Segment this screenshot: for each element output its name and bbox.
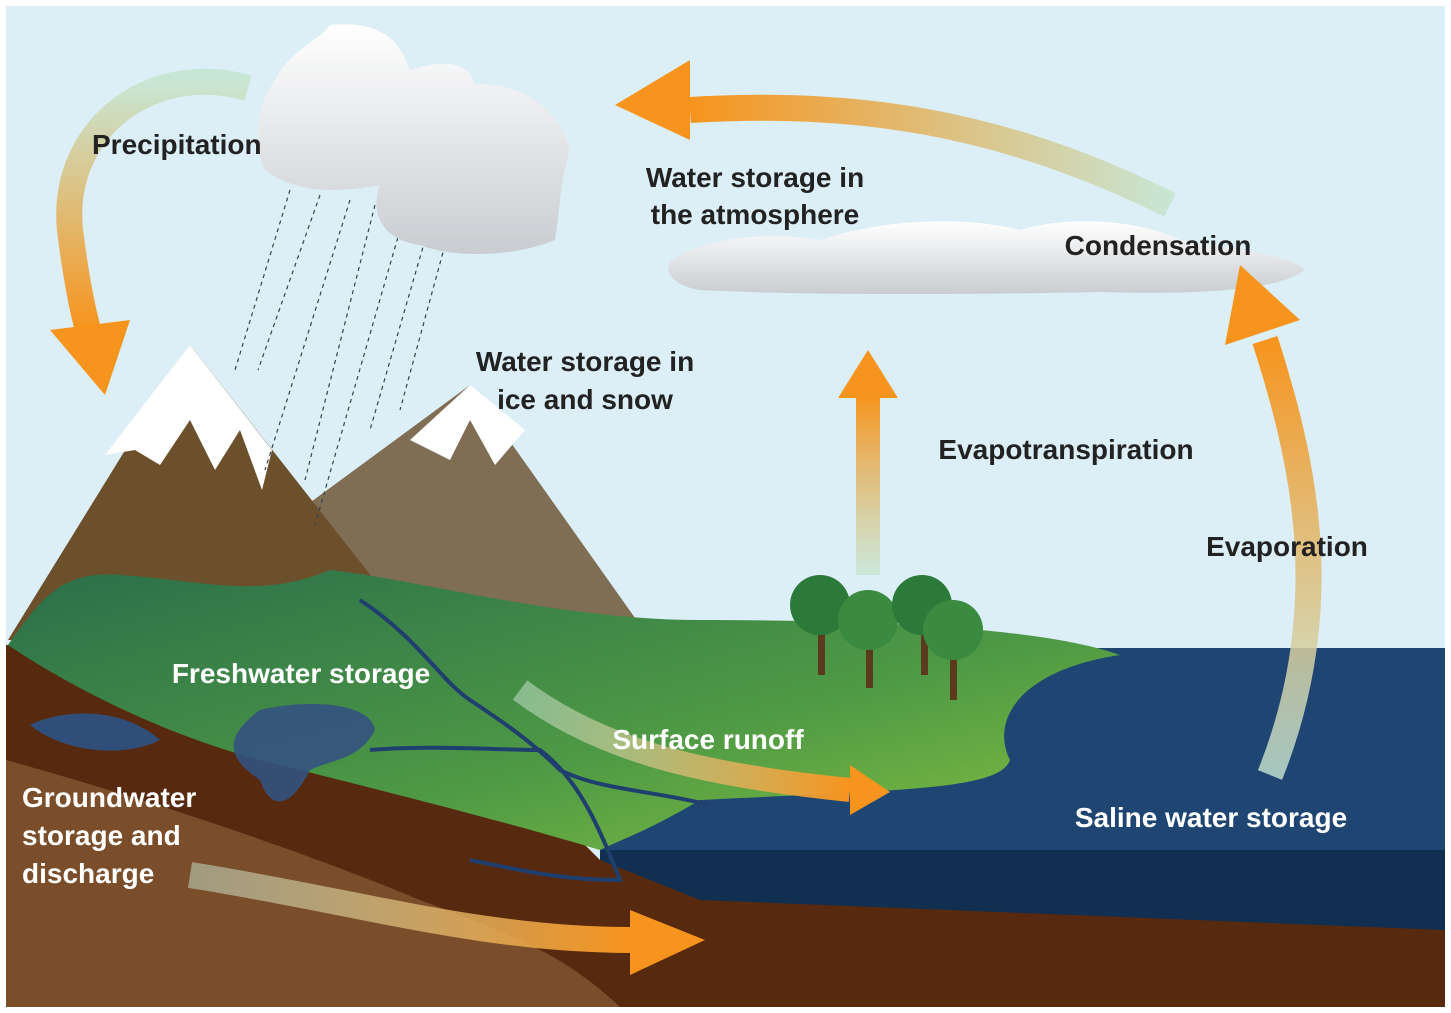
label: Freshwater storage [172, 658, 430, 689]
ground-lower [6, 760, 620, 1007]
atmosphere-cloud [668, 221, 1305, 295]
river [358, 598, 711, 807]
trees [790, 575, 983, 700]
river-branch [369, 745, 623, 883]
label: Evaporation [1206, 531, 1368, 562]
rain-cloud [257, 24, 570, 255]
label: Saline water storage [1075, 802, 1347, 833]
snow-right [410, 385, 525, 465]
rain [234, 189, 446, 526]
label: Water storage in ice and snow [476, 346, 694, 415]
freshwater-lake [233, 704, 375, 802]
mountain-left [8, 345, 390, 650]
label: Precipitation [92, 129, 262, 160]
mountain-right [300, 385, 640, 640]
label: Groundwater storage and discharge [22, 782, 196, 889]
cave-lake [30, 713, 160, 751]
snow-left [105, 345, 272, 490]
label: Condensation [1065, 230, 1252, 261]
label: Evapotranspiration [938, 434, 1193, 465]
label: Water storage in the atmosphere [646, 162, 864, 230]
label: Surface runoff [612, 724, 804, 755]
arrows [50, 60, 1322, 975]
